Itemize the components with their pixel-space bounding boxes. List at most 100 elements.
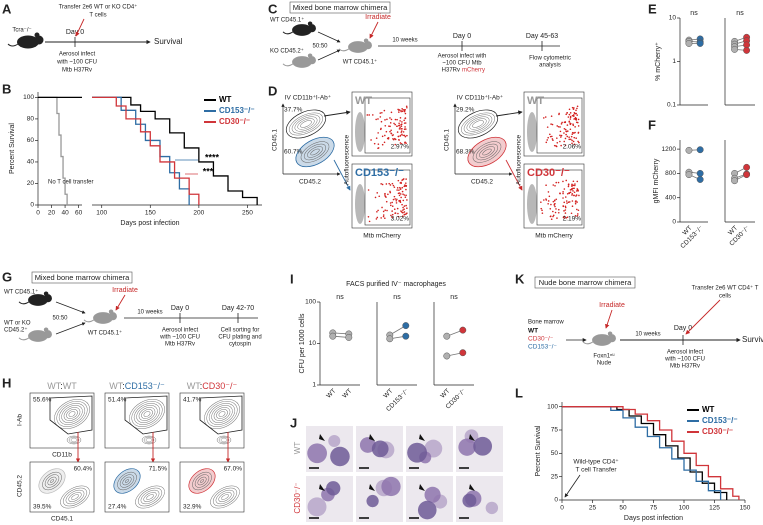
y-axis-label: CFU per 1000 cells <box>299 313 306 373</box>
column-title: WT:CD153⁻/⁻ <box>109 381 165 391</box>
event-dot <box>403 128 406 131</box>
mouse-head <box>307 24 316 33</box>
event-dot <box>377 143 380 145</box>
event-dot <box>566 192 569 195</box>
event-dot <box>394 212 396 214</box>
label: 60.7% <box>284 149 303 156</box>
connector <box>55 322 86 335</box>
contour <box>42 471 62 491</box>
gate <box>124 395 168 435</box>
event-dot <box>405 213 407 215</box>
event-dot <box>405 105 408 108</box>
event-dot <box>573 194 575 197</box>
mouse-tail <box>282 31 294 35</box>
event-dot <box>401 107 403 110</box>
label: Mtb H37Rv <box>62 68 92 74</box>
x-tick-label: 0 <box>560 505 564 512</box>
event-dot <box>384 209 387 212</box>
event-dot <box>576 213 579 215</box>
event-dot <box>404 135 407 138</box>
event-dot <box>551 138 554 140</box>
mouse-body <box>292 24 312 36</box>
contour <box>137 487 163 507</box>
y-tick-label: 0 <box>30 202 34 209</box>
significance: ns <box>736 10 744 17</box>
event-dot <box>562 191 564 193</box>
event-dot <box>559 130 562 133</box>
label: WT <box>527 95 544 107</box>
event-dot <box>376 210 378 213</box>
event-dot <box>393 137 396 140</box>
event-dot <box>558 112 560 115</box>
x-tick-label: 60 <box>75 210 83 217</box>
event-dot <box>402 193 404 195</box>
event-dot <box>397 215 400 218</box>
contour <box>63 407 81 421</box>
event-dot <box>399 142 402 144</box>
cell <box>381 476 401 497</box>
survival-curve <box>92 96 190 205</box>
event-dot <box>571 106 574 109</box>
label: Transfer 2e6 WT CD4⁺ T <box>692 285 759 292</box>
event-dot <box>571 194 573 196</box>
event-dot <box>394 198 396 200</box>
significance: **** <box>205 152 220 162</box>
event-dot <box>557 211 560 214</box>
label: Tcra⁻/⁻ <box>12 28 31 34</box>
event-dot <box>389 117 391 119</box>
label: T cells <box>89 13 106 19</box>
x-tick-label: WT <box>341 388 353 400</box>
event-dot <box>567 184 570 186</box>
event-dot <box>577 125 580 127</box>
event-dot <box>545 141 548 144</box>
event-dot <box>574 214 577 217</box>
pointer-arrow <box>469 484 475 491</box>
event-dot <box>577 190 579 192</box>
mouse-head <box>34 35 44 45</box>
event-dot <box>381 183 384 186</box>
event-dot <box>577 118 580 121</box>
mouse-body <box>292 56 312 68</box>
event-dot <box>404 184 406 186</box>
event-dot <box>381 111 383 114</box>
event-dot <box>549 133 551 136</box>
column-title: WT:CD30⁻/⁻ <box>187 381 238 391</box>
connector <box>685 299 721 335</box>
mouse-head <box>108 312 117 321</box>
event-dot <box>562 192 564 195</box>
label: WT CD45.1⁺ <box>4 289 38 296</box>
y-tick-label: 25 <box>551 473 559 480</box>
event-dot <box>390 132 392 135</box>
event-dot <box>403 205 406 207</box>
contour <box>288 112 324 136</box>
panel-label: K <box>515 271 525 286</box>
gate <box>38 468 66 494</box>
contour <box>204 399 240 429</box>
contour <box>68 436 80 444</box>
event-dot <box>367 215 370 218</box>
event-dot <box>389 122 392 124</box>
title-part: WT <box>187 381 201 391</box>
label: cells <box>719 294 731 300</box>
mouse-tail <box>18 337 30 341</box>
connector <box>115 294 126 311</box>
mouse-ear <box>607 331 613 336</box>
contour <box>197 476 207 486</box>
event-dot <box>398 189 400 191</box>
gate <box>536 97 583 154</box>
event-dot <box>400 128 402 130</box>
event-dot <box>555 208 557 210</box>
gate <box>49 395 93 435</box>
event-dot <box>572 184 575 187</box>
event-dot <box>403 185 406 188</box>
event-dot <box>400 196 402 199</box>
label: I-Ab <box>17 414 24 426</box>
significance: *** <box>203 166 214 176</box>
dot <box>402 322 410 330</box>
title-part: WT <box>109 381 123 391</box>
event-dot <box>396 189 398 191</box>
event-dot <box>563 132 565 134</box>
event-dot <box>572 140 575 143</box>
event-dot <box>563 128 566 130</box>
